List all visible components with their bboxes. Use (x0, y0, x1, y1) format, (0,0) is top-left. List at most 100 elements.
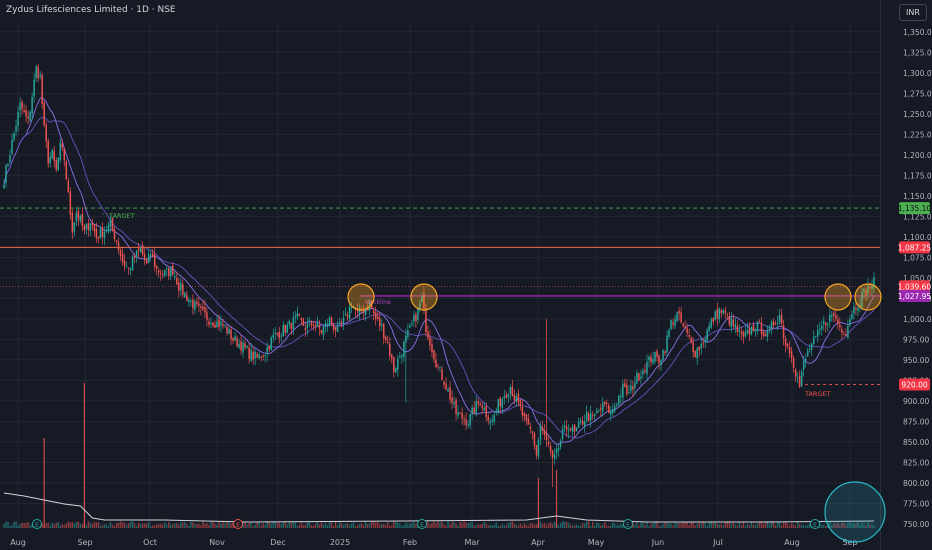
volume-bar (133, 523, 136, 528)
candle-body (523, 413, 526, 416)
candle-body (174, 276, 176, 278)
earnings-marker-label: E (626, 522, 630, 529)
candle-body (481, 405, 483, 409)
volume-bar (9, 525, 11, 528)
volume-bar (435, 523, 437, 528)
volume-bar (178, 524, 180, 528)
candle-body (350, 306, 353, 308)
candle-body (389, 343, 391, 356)
candle-body (85, 224, 88, 229)
volume-bar (847, 522, 849, 528)
neckline-annotation: Neckline (365, 299, 391, 306)
volume-bar (200, 525, 202, 528)
candle-body (784, 338, 787, 346)
volume-bar (778, 521, 781, 528)
candle-body (89, 223, 92, 231)
volume-bar (107, 525, 110, 528)
volume-bar (131, 521, 134, 528)
candle-body (748, 329, 751, 335)
volume-bar (186, 523, 188, 528)
candle-body (499, 398, 502, 407)
volume-bar (543, 522, 546, 528)
y-tick-label: 1,150.00 (903, 192, 932, 201)
earnings-marker-label: E (813, 522, 817, 529)
candle-body (224, 324, 226, 326)
candle-body (260, 356, 262, 358)
volume-bar (314, 524, 317, 528)
volume-bar (73, 523, 76, 528)
candle-body (326, 325, 329, 327)
volume-bar (41, 523, 43, 528)
candle-body (159, 272, 162, 274)
volume-bar (198, 523, 200, 528)
candle-body (758, 321, 761, 323)
candle-body (248, 347, 250, 359)
candle-body (69, 191, 72, 215)
volume-bar (218, 521, 220, 528)
volume-bar (702, 521, 704, 528)
volume-bar (415, 524, 417, 528)
volume-bar (565, 521, 568, 528)
volume-bar (401, 525, 403, 528)
volume-bar (453, 522, 455, 528)
candle-body (559, 440, 562, 448)
currency-button[interactable]: INR (899, 4, 927, 21)
volume-bar (792, 524, 795, 528)
candle-body (123, 260, 126, 267)
candle-body (529, 426, 532, 430)
candle-body (501, 398, 504, 408)
candle-body (97, 237, 100, 239)
candle-body (569, 428, 572, 431)
earnings-marker-label: E (420, 522, 424, 529)
volume-bar (507, 522, 510, 528)
volume-bar (99, 525, 102, 528)
volume-bar (772, 522, 775, 528)
candle-body (413, 315, 415, 322)
volume-bar (475, 524, 477, 528)
volume-bar (839, 525, 841, 528)
volume-bar (700, 523, 702, 528)
candle-body (192, 299, 194, 309)
volume-bar (377, 521, 379, 528)
volume-bar (708, 521, 710, 528)
price-tag-label: 1,039.60 (898, 282, 932, 291)
candle-body (419, 303, 421, 310)
candle-body (411, 323, 413, 325)
target-lower-annotation: TARGET (804, 390, 831, 398)
volume-bar (489, 525, 491, 528)
candle-body (839, 324, 841, 328)
candle-body (457, 412, 459, 416)
volume-bar (660, 525, 662, 528)
volume-bar (190, 521, 192, 528)
candle-body (75, 213, 78, 222)
volume-bar (867, 522, 869, 528)
volume-bar (831, 525, 833, 528)
candle-body (443, 382, 445, 385)
candle-body (204, 307, 206, 313)
candle-body (127, 267, 130, 269)
candle-body (547, 441, 550, 445)
candle-body (324, 323, 327, 327)
volume-bar (182, 522, 184, 528)
volume-bar (202, 521, 204, 528)
volume-bar (332, 525, 335, 528)
candle-body (606, 403, 608, 405)
candle-body (374, 312, 377, 319)
volume-bar (81, 524, 84, 528)
candle-body (618, 395, 620, 405)
candle-body (23, 110, 25, 112)
volume-bar (101, 525, 104, 528)
candle-body (29, 111, 31, 121)
volume-bar (67, 521, 69, 528)
candle-body (710, 319, 713, 328)
volume-bar (726, 521, 729, 528)
candle-body (145, 258, 148, 264)
volume-bar (344, 523, 347, 528)
volume-bar (612, 522, 614, 528)
volume-bar (658, 525, 660, 528)
volume-bar (730, 523, 733, 528)
volume-bar (230, 523, 232, 528)
candle-body (387, 342, 389, 344)
volume-bar (742, 522, 745, 528)
